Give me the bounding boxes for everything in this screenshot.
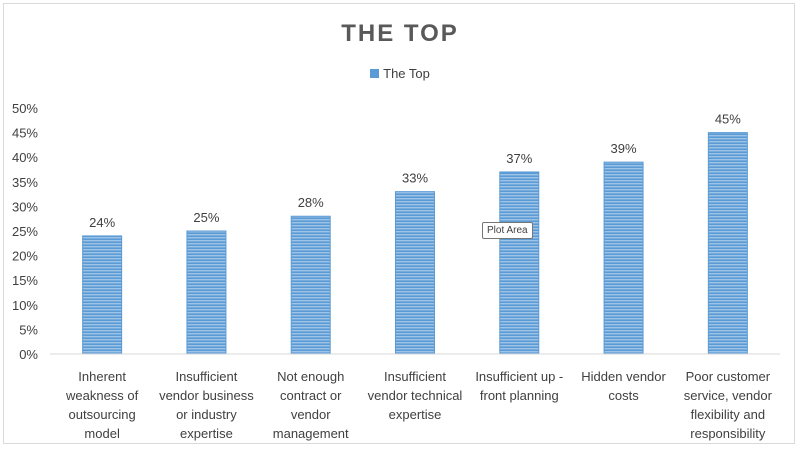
x-category-label: Insufficient up -front planning [475, 369, 563, 403]
legend-label: The Top [383, 66, 430, 81]
y-tick-label: 35% [12, 175, 38, 190]
bar[interactable] [499, 171, 540, 355]
data-label: 25% [193, 210, 219, 225]
data-label: 45% [715, 112, 741, 127]
data-label: 24% [89, 215, 115, 230]
plot-area-tooltip: Plot Area [482, 222, 533, 239]
y-tick-label: 50% [12, 101, 38, 116]
data-label: 39% [611, 141, 637, 156]
data-label: 28% [298, 195, 324, 210]
y-tick-label: 40% [12, 150, 38, 165]
y-tick-label: 15% [12, 273, 38, 288]
y-tick-label: 30% [12, 199, 38, 214]
legend-swatch [370, 69, 380, 78]
x-category-label: Poor customer service, vendor flexibility … [684, 369, 773, 441]
x-category-label: Insufficient vendor technical expertise [368, 369, 463, 422]
y-tick-label: 25% [12, 224, 38, 239]
legend[interactable]: The Top [0, 66, 800, 81]
y-tick-label: 5% [19, 322, 38, 337]
bar[interactable] [603, 161, 644, 355]
bar[interactable] [186, 230, 227, 355]
bar[interactable] [707, 132, 748, 355]
y-tick-label: 0% [19, 347, 38, 362]
bar[interactable] [395, 191, 435, 355]
x-category-label: Not enough contract or vendor management [273, 369, 349, 441]
x-category-label: Hidden vendor costs [581, 369, 666, 403]
data-label: 37% [506, 151, 532, 166]
bar[interactable] [290, 215, 331, 355]
y-tick-label: 45% [12, 126, 38, 141]
data-label: 33% [402, 171, 428, 186]
y-tick-label: 10% [12, 298, 38, 313]
x-category-label: Insufficient vendor business or industry ex… [159, 369, 254, 441]
x-category-label: Inherent weakness of outsourcing model [65, 369, 139, 441]
y-tick-label: 20% [12, 249, 38, 264]
bar[interactable] [82, 235, 123, 355]
chart-title: THE TOP [341, 20, 459, 47]
